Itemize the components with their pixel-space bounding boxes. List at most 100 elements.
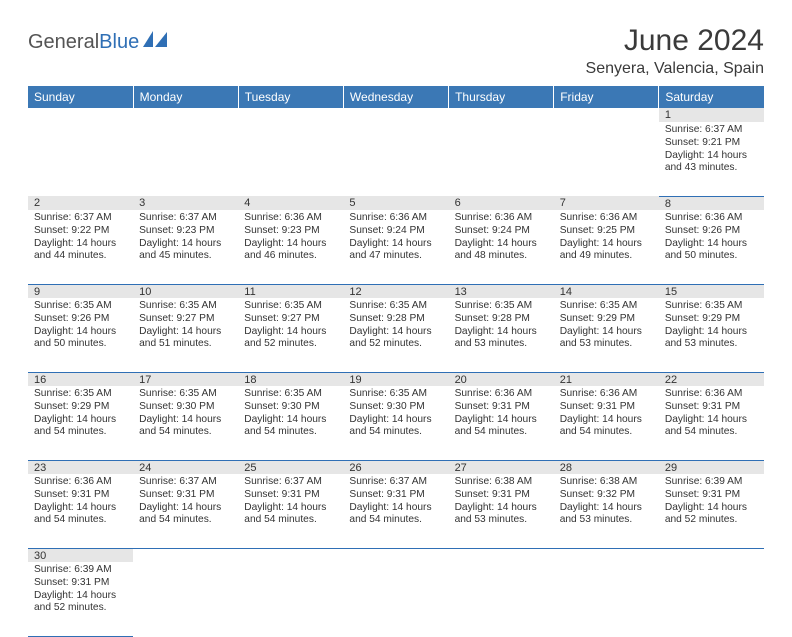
day-detail-cell [343,122,448,196]
logo: GeneralBlue [28,30,169,54]
day-detail-cell: Sunrise: 6:35 AMSunset: 9:30 PMDaylight:… [133,386,238,460]
day-number-cell: 11 [238,284,343,298]
day-number-cell: 21 [554,372,659,386]
day-number-cell [554,548,659,562]
logo-text-blue: Blue [99,31,139,54]
day-detail-cell [554,122,659,196]
day-number-row: 1 [28,108,764,122]
day-detail-row: Sunrise: 6:39 AMSunset: 9:31 PMDaylight:… [28,562,764,636]
weekday-header: Monday [133,86,238,108]
day-detail-cell: Sunrise: 6:35 AMSunset: 9:28 PMDaylight:… [449,298,554,372]
day-detail-cell: Sunrise: 6:35 AMSunset: 9:28 PMDaylight:… [343,298,448,372]
day-detail-cell: Sunrise: 6:36 AMSunset: 9:24 PMDaylight:… [449,210,554,284]
day-detail-cell: Sunrise: 6:36 AMSunset: 9:25 PMDaylight:… [554,210,659,284]
day-detail-cell [554,562,659,636]
day-number-cell: 22 [659,372,764,386]
day-detail-cell [343,562,448,636]
day-number-cell: 19 [343,372,448,386]
day-number-cell: 13 [449,284,554,298]
day-number-cell: 28 [554,460,659,474]
day-number-cell: 26 [343,460,448,474]
day-number-cell [343,548,448,562]
day-detail-cell [238,562,343,636]
day-number-cell: 18 [238,372,343,386]
weekday-header: Wednesday [343,86,448,108]
day-detail-cell: Sunrise: 6:36 AMSunset: 9:23 PMDaylight:… [238,210,343,284]
day-detail-cell: Sunrise: 6:35 AMSunset: 9:29 PMDaylight:… [554,298,659,372]
day-number-cell: 8 [659,196,764,210]
day-detail-cell: Sunrise: 6:38 AMSunset: 9:32 PMDaylight:… [554,474,659,548]
day-detail-cell: Sunrise: 6:35 AMSunset: 9:27 PMDaylight:… [238,298,343,372]
weekday-header: Tuesday [238,86,343,108]
day-detail-cell: Sunrise: 6:37 AMSunset: 9:22 PMDaylight:… [28,210,133,284]
title-block: June 2024 Senyera, Valencia, Spain [586,24,764,78]
day-number-cell: 3 [133,196,238,210]
day-number-cell: 1 [659,108,764,122]
day-number-cell: 30 [28,548,133,562]
day-number-cell [133,548,238,562]
header: GeneralBlue June 2024 Senyera, Valencia,… [28,24,764,78]
day-number-cell [238,108,343,122]
day-detail-cell: Sunrise: 6:36 AMSunset: 9:31 PMDaylight:… [659,386,764,460]
day-detail-row: Sunrise: 6:36 AMSunset: 9:31 PMDaylight:… [28,474,764,548]
day-number-cell: 10 [133,284,238,298]
weekday-header: Saturday [659,86,764,108]
day-number-cell [133,108,238,122]
day-detail-cell: Sunrise: 6:37 AMSunset: 9:31 PMDaylight:… [238,474,343,548]
day-detail-cell [449,562,554,636]
day-number-cell: 9 [28,284,133,298]
day-number-cell: 6 [449,196,554,210]
weekday-header: Sunday [28,86,133,108]
day-number-cell: 7 [554,196,659,210]
day-number-cell: 25 [238,460,343,474]
day-number-cell [343,108,448,122]
day-number-cell [449,548,554,562]
day-detail-cell: Sunrise: 6:38 AMSunset: 9:31 PMDaylight:… [449,474,554,548]
day-number-cell [659,548,764,562]
day-detail-cell: Sunrise: 6:37 AMSunset: 9:23 PMDaylight:… [133,210,238,284]
day-detail-cell: Sunrise: 6:35 AMSunset: 9:29 PMDaylight:… [28,386,133,460]
day-detail-cell: Sunrise: 6:37 AMSunset: 9:31 PMDaylight:… [133,474,238,548]
day-number-cell [238,548,343,562]
day-number-cell [449,108,554,122]
weekday-header: Thursday [449,86,554,108]
day-detail-row: Sunrise: 6:35 AMSunset: 9:29 PMDaylight:… [28,386,764,460]
day-number-cell: 5 [343,196,448,210]
day-detail-cell [28,122,133,196]
day-number-row: 23242526272829 [28,460,764,474]
day-detail-cell: Sunrise: 6:39 AMSunset: 9:31 PMDaylight:… [659,474,764,548]
day-number-cell: 2 [28,196,133,210]
day-detail-cell: Sunrise: 6:36 AMSunset: 9:26 PMDaylight:… [659,210,764,284]
logo-sail-icon [143,30,169,54]
day-number-row: 16171819202122 [28,372,764,386]
day-detail-cell [133,122,238,196]
day-number-cell: 14 [554,284,659,298]
day-number-cell: 29 [659,460,764,474]
calendar-table: SundayMondayTuesdayWednesdayThursdayFrid… [28,86,764,637]
day-detail-cell [659,562,764,636]
month-title: June 2024 [586,24,764,58]
day-number-cell [554,108,659,122]
day-detail-cell [133,562,238,636]
weekday-header-row: SundayMondayTuesdayWednesdayThursdayFrid… [28,86,764,108]
day-number-cell: 27 [449,460,554,474]
day-number-cell: 24 [133,460,238,474]
day-number-cell: 20 [449,372,554,386]
day-number-cell: 12 [343,284,448,298]
logo-text-general: General [28,31,99,54]
day-detail-cell: Sunrise: 6:36 AMSunset: 9:31 PMDaylight:… [449,386,554,460]
day-number-cell: 15 [659,284,764,298]
day-detail-cell: Sunrise: 6:36 AMSunset: 9:31 PMDaylight:… [28,474,133,548]
day-detail-cell: Sunrise: 6:39 AMSunset: 9:31 PMDaylight:… [28,562,133,636]
day-number-cell: 23 [28,460,133,474]
day-detail-cell: Sunrise: 6:36 AMSunset: 9:24 PMDaylight:… [343,210,448,284]
day-detail-cell: Sunrise: 6:37 AMSunset: 9:31 PMDaylight:… [343,474,448,548]
day-detail-cell: Sunrise: 6:35 AMSunset: 9:29 PMDaylight:… [659,298,764,372]
day-number-cell: 16 [28,372,133,386]
day-detail-row: Sunrise: 6:37 AMSunset: 9:22 PMDaylight:… [28,210,764,284]
day-number-row: 30 [28,548,764,562]
day-detail-cell: Sunrise: 6:35 AMSunset: 9:30 PMDaylight:… [343,386,448,460]
day-number-cell [28,108,133,122]
day-number-row: 2345678 [28,196,764,210]
day-detail-row: Sunrise: 6:37 AMSunset: 9:21 PMDaylight:… [28,122,764,196]
